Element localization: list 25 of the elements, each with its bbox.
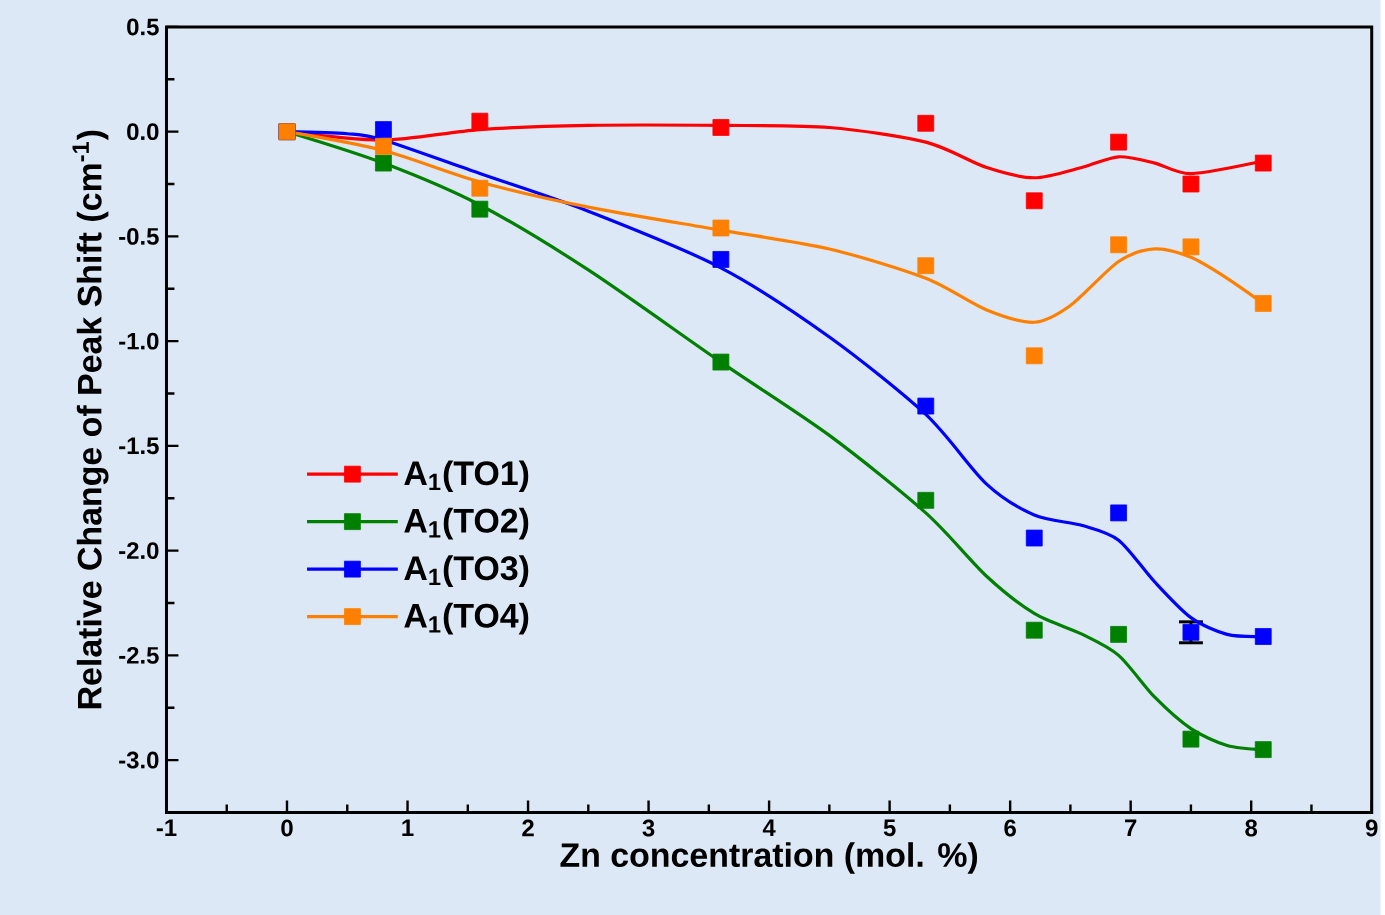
y-tick-label: -2.0 bbox=[119, 542, 159, 559]
legend-label: A$_{1}$(TO4) bbox=[404, 602, 529, 635]
x-tick-label: 0 bbox=[281, 819, 293, 837]
y-axis-title: Relative Change of Peak Shift (cm$^{-1}$) bbox=[72, 130, 109, 709]
y-tick-label: 0.0 bbox=[127, 123, 159, 141]
y-tick-label: 0.5 bbox=[127, 18, 159, 36]
x-tick-label: 9 bbox=[1365, 819, 1378, 837]
y-tick-label: -1.5 bbox=[119, 437, 159, 455]
legend-label: A$_{1}$(TO1) bbox=[404, 460, 529, 492]
x-tick-label: 3 bbox=[642, 819, 655, 837]
x-tick-label: 7 bbox=[1125, 819, 1137, 836]
x-tick-label: 8 bbox=[1245, 819, 1258, 837]
x-tick-label: -1 bbox=[156, 819, 177, 836]
legend-label: A$_{1}$(TO3) bbox=[404, 555, 529, 587]
y-tick-label: -3.0 bbox=[119, 751, 159, 769]
x-tick-label: 4 bbox=[762, 819, 776, 836]
y-tick-label: -2.5 bbox=[119, 646, 159, 664]
y-tick-label: -1.0 bbox=[119, 332, 159, 350]
y-tick-label: -0.5 bbox=[119, 227, 159, 245]
x-tick-label: 6 bbox=[1004, 819, 1016, 837]
x-tick-label: 1 bbox=[402, 819, 414, 836]
x-axis-title: Zn concentration (mol. %) bbox=[560, 842, 978, 874]
x-tick-label: 5 bbox=[883, 819, 896, 837]
x-tick-label: 2 bbox=[522, 819, 534, 837]
legend-label: A$_{1}$(TO2) bbox=[404, 507, 529, 540]
